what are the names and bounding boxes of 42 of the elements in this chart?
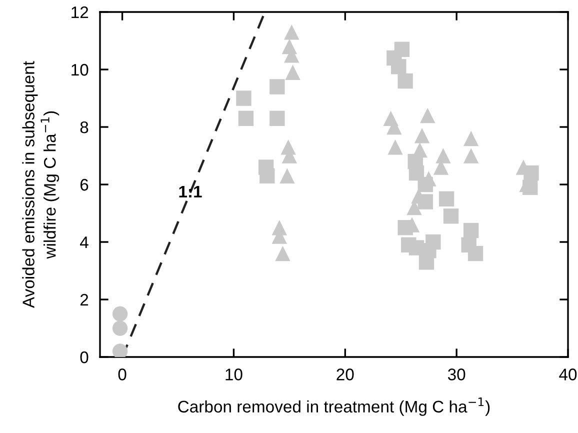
x-tick-label: 10 [226, 368, 242, 380]
point [463, 130, 479, 146]
annotation: 1:1 [179, 186, 202, 198]
point [270, 110, 285, 126]
x-tick-label: 20 [336, 368, 354, 380]
point [236, 90, 252, 106]
point [443, 208, 459, 224]
point [275, 246, 290, 262]
y-tick-label: 12 [72, 6, 88, 18]
point [398, 73, 413, 89]
point [463, 148, 479, 164]
y-axis-title: Avoided emissions in subsequent wildfire (Mg C ha$^{−1}$) [22, 61, 60, 308]
point [391, 59, 406, 74]
y-tick-label: 0 [80, 351, 88, 364]
point [284, 24, 300, 40]
point [112, 320, 128, 336]
y-tick-label: 4 [80, 236, 88, 248]
y-tick-label: 6 [80, 178, 88, 191]
point [463, 222, 479, 238]
point [438, 191, 454, 206]
y-tick-label: 8 [80, 121, 88, 134]
point [112, 306, 128, 322]
y-tick-label: 2 [80, 294, 88, 306]
x-tick-label: 40 [559, 368, 577, 380]
point [468, 246, 484, 262]
point [420, 108, 436, 124]
point [280, 168, 295, 184]
point [238, 110, 254, 126]
x-tick-label: 30 [448, 368, 466, 380]
point [414, 128, 430, 144]
point [426, 234, 441, 250]
point [260, 168, 275, 184]
point [436, 148, 451, 164]
point [418, 254, 434, 270]
point [112, 344, 128, 357]
x-axis-title: Carbon removed in treatment (Mg C ha$^{−1}$) [178, 398, 490, 416]
point [285, 64, 300, 80]
point [412, 142, 428, 158]
x-tick-label: 0 [118, 368, 126, 380]
point [270, 79, 285, 94]
point [388, 140, 403, 155]
y-tick-label: 10 [72, 64, 88, 76]
